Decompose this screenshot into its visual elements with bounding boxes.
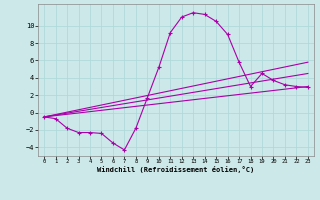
X-axis label: Windchill (Refroidissement éolien,°C): Windchill (Refroidissement éolien,°C) (97, 166, 255, 173)
